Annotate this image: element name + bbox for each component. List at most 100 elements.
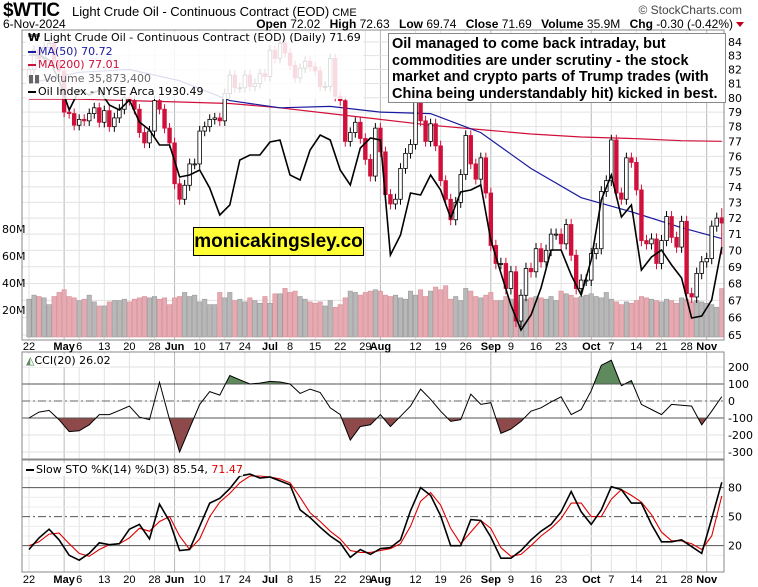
exchange: CME [332,7,357,19]
volume-bar [397,297,403,338]
candle-body [543,249,549,263]
price-axis-label: 84 [728,36,742,49]
candle-body [463,135,468,175]
candle-body [609,139,614,182]
price-axis-label: 78 [728,121,742,134]
price-axis-label: 79 [728,106,742,119]
candle-body [393,198,398,205]
volume-axis-label: 80M [2,223,26,236]
annotation-line: commodities are under scrutiny - the sto… [392,52,689,69]
date-label: 23 [555,341,567,353]
candle-body [202,126,207,132]
date-label: 22 [334,341,346,353]
volume-bar [699,301,705,338]
price-axis-label: 73 [728,196,742,209]
bottom-date-label: 26 [460,574,472,586]
candle-body [684,220,689,294]
bottom-date-label: Jul [262,574,278,586]
sto-axis-label: 50 [728,511,742,524]
ma50-swatch-icon [28,50,36,53]
legend-oil-index: Oil Index - NYSE Arca 1930.49 [28,85,361,99]
volume-bar [523,298,529,338]
sto-axis-label: 80 [728,482,742,495]
oil-index-line [29,54,723,332]
panel-border [21,29,725,341]
volume-bar [177,296,183,338]
volume-bar [428,290,434,338]
bottom-date-label: 12 [409,574,421,586]
candle-body [558,233,564,245]
volume-bar [503,296,509,338]
cci-axis-label: -300 [728,446,753,459]
change-label: Chg [629,17,653,31]
volume-bar [287,292,293,338]
bottom-date-label: 10 [194,574,206,586]
candle-body [207,118,212,128]
candle-body [594,248,599,255]
price-legend: ₩ Light Crude Oil - Continuous Contract … [26,31,363,99]
ticker-symbol: $WTIC [3,0,60,21]
price-axis-label: 66 [728,312,742,325]
volume-bar [217,292,223,338]
volume-bar [272,293,278,338]
volume-bar [433,286,439,338]
annotation-line: Oil managed to come back intraday, but [392,36,666,52]
volume-bar [312,302,318,338]
candle-body [513,271,519,322]
volume-bar [413,294,419,338]
volume-bar [664,298,670,338]
candle-body [719,217,724,224]
volume-bar [141,296,147,338]
volume-bar [468,290,474,338]
bottom-date-label: Aug [370,574,391,586]
candle-body [388,194,393,205]
date-label: Nov [696,341,718,353]
ma200-swatch-icon [28,64,36,66]
volume-axis-label: 40M [2,277,26,290]
date-label: Jul [262,341,278,353]
candle-body [694,273,699,298]
bottom-date-label: 16 [530,574,542,586]
price-axis-label: 69 [728,261,742,274]
bottom-date-label: 24 [239,574,251,586]
volume-bar [61,289,67,338]
volume-bar [302,298,308,338]
volume-bar [136,297,142,338]
volume-bar [131,298,137,338]
volume-bar [252,300,258,338]
candle-body [87,113,92,122]
volume-bar [222,297,228,338]
volume-bar [212,304,218,338]
candle-body [579,279,584,289]
volume-bar [167,304,173,338]
candle-body [162,108,167,129]
volume-bar [453,296,459,338]
volume-bar [638,296,644,338]
candle-body [563,224,569,245]
candle-body [77,118,82,126]
volume-bar [623,301,629,338]
bottom-date-label: 15 [309,574,321,586]
sto-axis-label: 20 [728,540,742,553]
candle-body [348,132,353,142]
candle-body [488,192,494,246]
candle-body [373,127,378,177]
candle-body [408,143,413,154]
bottom-date-label: Sep [481,574,501,586]
chart-date: 6-Nov-2024 [3,17,66,31]
quote-bar: Open 72.02 High 72.63 Low 69.74 Close 71… [256,17,744,31]
volume-bar [116,300,122,338]
legend-ma50: MA(50) 70.72 [28,45,361,59]
candle-body [102,110,107,123]
volume-bar [152,296,158,338]
candle-body [192,163,197,166]
candle-body [624,157,629,200]
candle-body [679,220,684,248]
date-label: 19 [435,341,447,353]
volume-bar [377,290,383,338]
volume-bar [262,296,268,338]
close-value: 71.69 [501,17,532,31]
bottom-date-label: 7 [608,574,614,586]
high-value: 72.63 [359,17,390,31]
volume-bar [488,292,494,338]
